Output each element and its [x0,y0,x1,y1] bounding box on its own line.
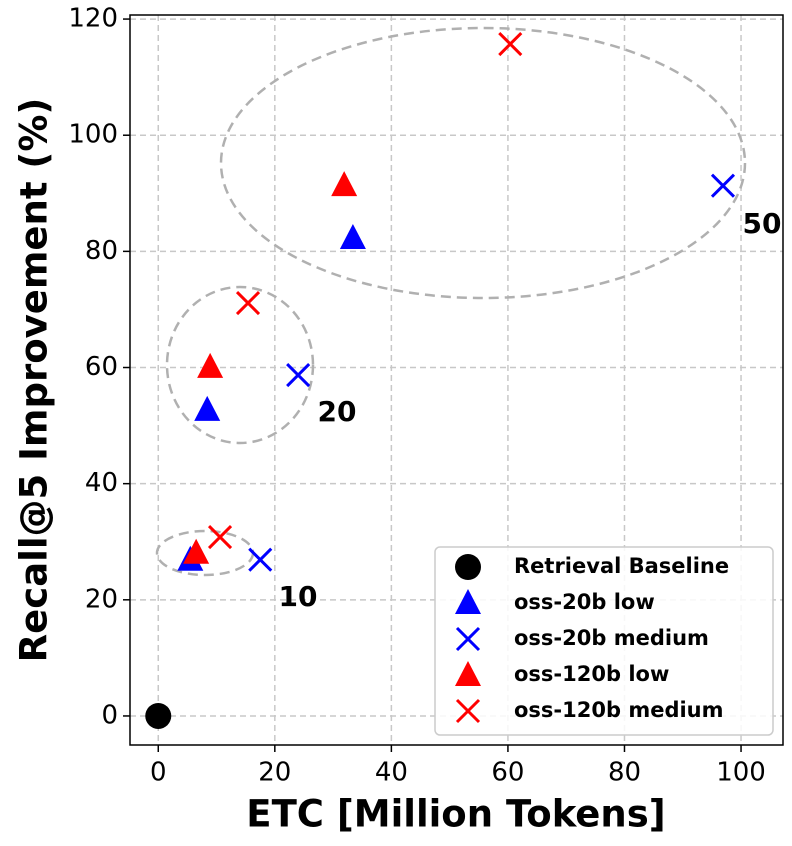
x-tick-label: 40 [375,758,408,788]
x-tick-label: 100 [716,758,766,788]
point [498,31,523,57]
annotation: 10 [279,580,318,613]
plot-frame [129,14,784,746]
y-tick-label: 40 [85,468,118,498]
legend-label: oss-20b medium [514,626,709,650]
point [339,224,366,250]
y-tick-label: 80 [85,236,118,266]
legend-marker [455,661,481,686]
legend-marker [455,698,481,724]
legend-marker [455,589,481,614]
point [248,547,273,572]
y-tick-label: 60 [85,352,118,382]
legend: Retrieval Baseline oss-20b low oss-20b med… [434,546,774,736]
point [235,290,261,316]
x-axis-label: ETC [Million Tokens] [246,793,665,836]
point [194,395,221,421]
point [331,171,358,197]
legend-marker [455,626,481,652]
x-tick-label: 0 [150,758,167,788]
group-ellipse [155,529,255,577]
y-tick-label: 20 [85,584,118,614]
x-tick-label: 60 [491,758,524,788]
legend-label: oss-120b low [514,662,669,686]
point [286,363,311,388]
x-tick-label: 80 [608,758,641,788]
point [207,525,233,550]
point [145,702,172,729]
y-tick-label: 0 [101,700,118,730]
point [710,173,736,198]
x-tick-label: 20 [258,758,291,788]
legend-label: Retrieval Baseline [514,554,729,578]
point [197,352,224,378]
point [183,538,210,564]
y-tick-label: 120 [68,4,118,34]
annotation: 20 [318,395,357,428]
legend-marker [455,554,481,580]
legend-label: oss-120b medium [514,698,724,722]
y-tick-label: 100 [68,120,118,150]
group-ellipse [219,26,747,300]
annotation: 50 [743,207,782,240]
legend-box [434,546,774,736]
legend-label: oss-20b low [514,590,655,614]
group-ellipse [165,285,315,445]
y-axis-label: Recall@5 Improvement (%) [13,98,56,663]
